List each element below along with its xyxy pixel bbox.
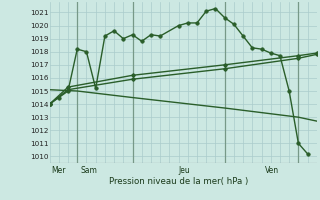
Text: Pression niveau de la mer( hPa ): Pression niveau de la mer( hPa )	[109, 177, 248, 186]
Text: Ven: Ven	[265, 166, 279, 175]
Text: Sam: Sam	[81, 166, 98, 175]
Text: Mer: Mer	[52, 166, 66, 175]
Text: Jeu: Jeu	[179, 166, 190, 175]
